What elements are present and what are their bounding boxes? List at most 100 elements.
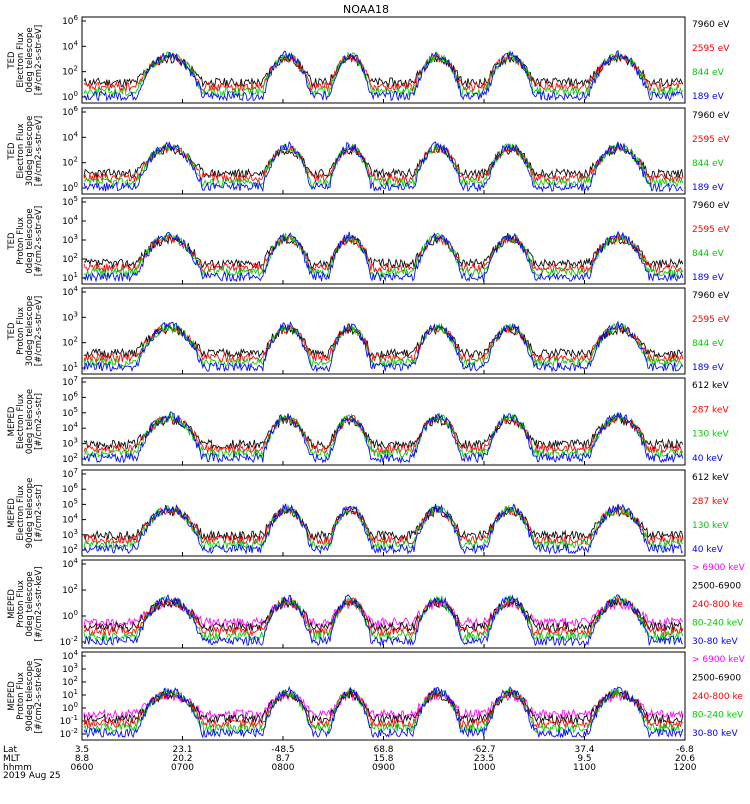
y-tick-label: 100 <box>62 609 78 622</box>
ephemeris-row-label: MLT <box>3 754 21 764</box>
legend-entry: 30-80 keV <box>692 637 738 647</box>
legend-entry: 189 eV <box>692 273 725 283</box>
ephemeris-hhmm: 1100 <box>573 763 596 773</box>
figure-title: NOAA18 <box>343 3 389 16</box>
y-tick-label: 102 <box>62 675 78 688</box>
series-trace-2 <box>83 503 684 551</box>
y-tick-label: 101 <box>62 361 78 374</box>
y-tick-label: 102 <box>62 336 78 349</box>
y-tick-label: 102 <box>62 452 78 465</box>
legend-entry: 2595 eV <box>692 315 730 325</box>
series-trace-0 <box>83 598 684 629</box>
legend-entry: 40 keV <box>692 454 724 464</box>
series-trace-3 <box>83 411 684 465</box>
ephemeris-hhmm: 1000 <box>473 763 496 773</box>
y-tick-label: 101 <box>62 688 78 701</box>
series-trace-4 <box>83 685 684 739</box>
y-tick-label: 104 <box>62 285 78 298</box>
legend-entry: 7960 eV <box>692 201 730 211</box>
ephemeris-lat: 37.4 <box>574 745 594 755</box>
y-tick-label: 106 <box>62 14 78 27</box>
legend-entry: 2500-6900 <box>692 674 741 684</box>
y-axis-label: TEDProton Flux0deg telescope[#/cm2-s-str… <box>7 206 44 276</box>
ephemeris-mlt: 8.8 <box>75 754 90 764</box>
y-tick-label: 104 <box>62 130 78 143</box>
series-trace-3 <box>83 503 684 555</box>
legend-entry: 287 keV <box>692 497 729 507</box>
series-trace-3 <box>83 230 684 283</box>
series-trace-2 <box>83 232 684 279</box>
ephemeris-hhmm: 0600 <box>71 763 94 773</box>
ephemeris-lat: -62.7 <box>472 745 495 755</box>
panel-2: 106 104 102 100 TEDElectron Flux30deg telesc… <box>7 105 730 195</box>
legend-entry: > 6900 keV <box>692 655 746 665</box>
ephemeris-lat: -48.5 <box>271 745 294 755</box>
legend-entry: 2595 eV <box>692 44 730 54</box>
y-tick-label: 103 <box>62 528 78 541</box>
y-tick-label: 103 <box>62 233 78 246</box>
y-tick-label: 102 <box>62 65 78 78</box>
y-tick-label: 104 <box>62 649 78 662</box>
panel-1: 106 104 102 100 TEDElectron Flux0deg telesco… <box>7 14 730 104</box>
date-label: 2019 Aug 25 <box>3 771 61 781</box>
legend-entry: 612 keV <box>692 381 729 391</box>
legend-entry: 130 keV <box>692 430 729 440</box>
legend-entry: 7960 eV <box>692 291 730 301</box>
ephemeris-hhmm: 0700 <box>171 763 194 773</box>
legend-entry: 189 eV <box>692 92 725 102</box>
series-trace-3 <box>83 320 684 374</box>
legend-entry: 240-800 ke <box>692 692 743 702</box>
legend-entry: 189 eV <box>692 363 725 373</box>
legend-entry: 844 eV <box>692 159 725 169</box>
y-axis-label: MEPEDProton Flux0deg telescope[#/cm2-s-s… <box>7 567 44 642</box>
y-tick-label: 105 <box>62 406 78 419</box>
y-axis-label: TEDElectron Flux30deg telescope[#/cm2-s-… <box>7 116 44 187</box>
ephemeris-hhmm: 0800 <box>272 763 295 773</box>
y-tick-label: 100 <box>62 181 78 194</box>
series-trace-3 <box>83 49 684 102</box>
legend-entry: 7960 eV <box>692 111 730 121</box>
ephemeris-mlt: 9.5 <box>577 754 591 764</box>
plot-frame <box>81 16 686 104</box>
legend-entry: 130 keV <box>692 521 729 531</box>
y-axis-label: MEPEDElectron Flux0deg telescope[#/cm2-s… <box>7 389 44 454</box>
y-tick-label: 103 <box>62 662 78 675</box>
ephemeris-hhmm: 0900 <box>372 763 395 773</box>
series-trace-4 <box>83 594 684 647</box>
ephemeris-mlt: 20.2 <box>172 754 192 764</box>
legend-entry: 612 keV <box>692 473 729 483</box>
legend-entry: 189 eV <box>692 183 725 193</box>
y-tick-label: 107 <box>62 467 78 480</box>
ephemeris-mlt: 15.8 <box>373 754 393 764</box>
ephemeris-row-label: Lat <box>3 745 18 755</box>
y-tick-label: 105 <box>62 497 78 510</box>
panel-4: 104 103 102 101 TEDProton Flux30deg telescop… <box>7 285 730 375</box>
ephemeris-row-label: hhmm <box>3 763 32 773</box>
y-tick-label: 10-2 <box>60 727 78 740</box>
y-tick-label: 100 <box>62 701 78 714</box>
y-tick-label: 104 <box>62 39 78 52</box>
legend-entry: 2595 eV <box>692 135 730 145</box>
series-trace-3 <box>83 686 684 735</box>
legend-entry: 7960 eV <box>692 20 730 30</box>
legend-entry: 30-80 keV <box>692 729 738 739</box>
y-tick-label: 103 <box>62 437 78 450</box>
y-axis-label: TEDElectron Flux0deg telescope[#/cm2-s-s… <box>7 25 44 95</box>
panel-3: 105 104 103 102 101 TEDProton Flux0deg telesc… <box>7 195 730 285</box>
series-trace-3 <box>83 140 684 193</box>
y-tick-label: 102 <box>62 252 78 265</box>
y-tick-label: 102 <box>62 543 78 556</box>
y-tick-label: 104 <box>62 557 78 570</box>
legend-entry: > 6900 keV <box>692 563 746 573</box>
y-tick-label: 106 <box>62 390 78 403</box>
y-tick-label: 100 <box>62 90 78 103</box>
y-tick-label: 104 <box>62 214 78 227</box>
ephemeris-lat: -6.8 <box>676 745 694 755</box>
y-tick-label: 10-1 <box>60 714 78 727</box>
ephemeris-lat: 23.1 <box>172 745 192 755</box>
legend-entry: 287 keV <box>692 405 729 415</box>
y-tick-label: 103 <box>62 310 78 323</box>
ephemeris-lat: 68.8 <box>373 745 393 755</box>
